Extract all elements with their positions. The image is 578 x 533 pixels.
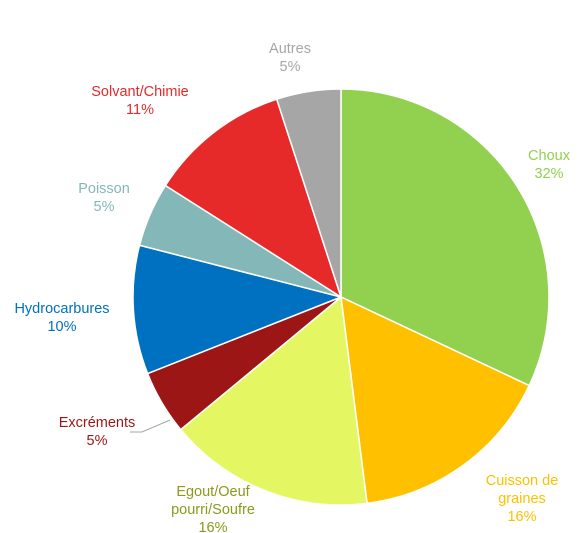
slice-percent-poisson: 5% xyxy=(94,199,115,215)
slice-category-egout-oeuf-pourri-soufre: pourri/Soufre xyxy=(171,502,255,518)
slice-label-solvant-chimie: Solvant/Chimie 11% xyxy=(91,84,189,118)
pie-slice-cuisson-de-graines xyxy=(340,296,530,505)
pie-slice-solvant-chimie xyxy=(164,98,342,298)
slice-label-autres: Autres 5% xyxy=(269,41,311,75)
slice-category-egout-oeuf-pourri-soufre: Egout/Oeuf xyxy=(176,484,250,500)
slice-category-hydrocarbures: Hydrocarbures xyxy=(14,301,109,317)
slice-label-choux: Choux 32% xyxy=(528,148,571,182)
slice-label-hydrocarbures: Hydrocarbures 10% xyxy=(14,301,109,335)
slice-labels: Choux 32% Cuisson de graines 16% Egout/Oeuf po… xyxy=(14,41,570,533)
slice-category-choux: Choux xyxy=(528,148,571,164)
slice-percent-hydrocarbures: 10% xyxy=(47,319,76,335)
slice-percent-cuisson-de-graines: 16% xyxy=(507,509,536,525)
pie-slice-autres xyxy=(275,88,342,298)
slice-category-cuisson-de-graines: Cuisson de xyxy=(486,473,559,489)
slice-percent-excrements: 5% xyxy=(87,433,108,449)
slice-percent-solvant-chimie: 11% xyxy=(126,102,154,118)
slice-percent-choux: 32% xyxy=(534,166,563,182)
pie-slice-choux xyxy=(340,88,550,387)
slice-category-excrements: Excréments xyxy=(59,415,136,431)
pie-slice-egout-oeuf-pourri-soufre xyxy=(179,296,368,506)
leader-lines xyxy=(130,419,171,433)
pie-slices xyxy=(132,88,550,506)
slice-percent-autres: 5% xyxy=(280,59,301,75)
leader-line-excrements xyxy=(130,419,171,433)
slice-category-poisson: Poisson xyxy=(78,181,130,197)
slice-category-cuisson-de-graines: graines xyxy=(498,491,546,507)
slice-percent-egout-oeuf-pourri-soufre: 16% xyxy=(198,520,227,533)
slice-label-poisson: Poisson 5% xyxy=(78,181,130,215)
slice-label-egout-oeuf-pourri-soufre: Egout/Oeuf pourri/Soufre 16% xyxy=(171,484,255,533)
slice-label-cuisson-de-graines: Cuisson de graines 16% xyxy=(486,473,559,525)
pie-slice-hydrocarbures xyxy=(132,244,342,375)
slice-category-solvant-chimie: Solvant/Chimie xyxy=(91,84,189,100)
slice-category-autres: Autres xyxy=(269,41,311,57)
slice-label-excrements: Excréments 5% xyxy=(59,415,136,449)
